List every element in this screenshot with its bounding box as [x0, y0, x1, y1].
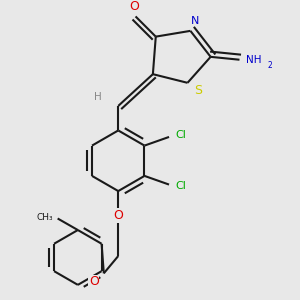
Text: 2: 2 [267, 61, 272, 70]
Text: N: N [190, 16, 199, 26]
Text: O: O [113, 209, 123, 222]
Text: O: O [129, 0, 139, 13]
Text: O: O [89, 275, 99, 289]
Text: Cl: Cl [175, 130, 186, 140]
Text: H: H [94, 92, 102, 102]
Text: S: S [194, 83, 202, 97]
Text: NH: NH [246, 55, 262, 65]
Text: Cl: Cl [175, 181, 186, 191]
Text: CH₃: CH₃ [36, 212, 53, 221]
